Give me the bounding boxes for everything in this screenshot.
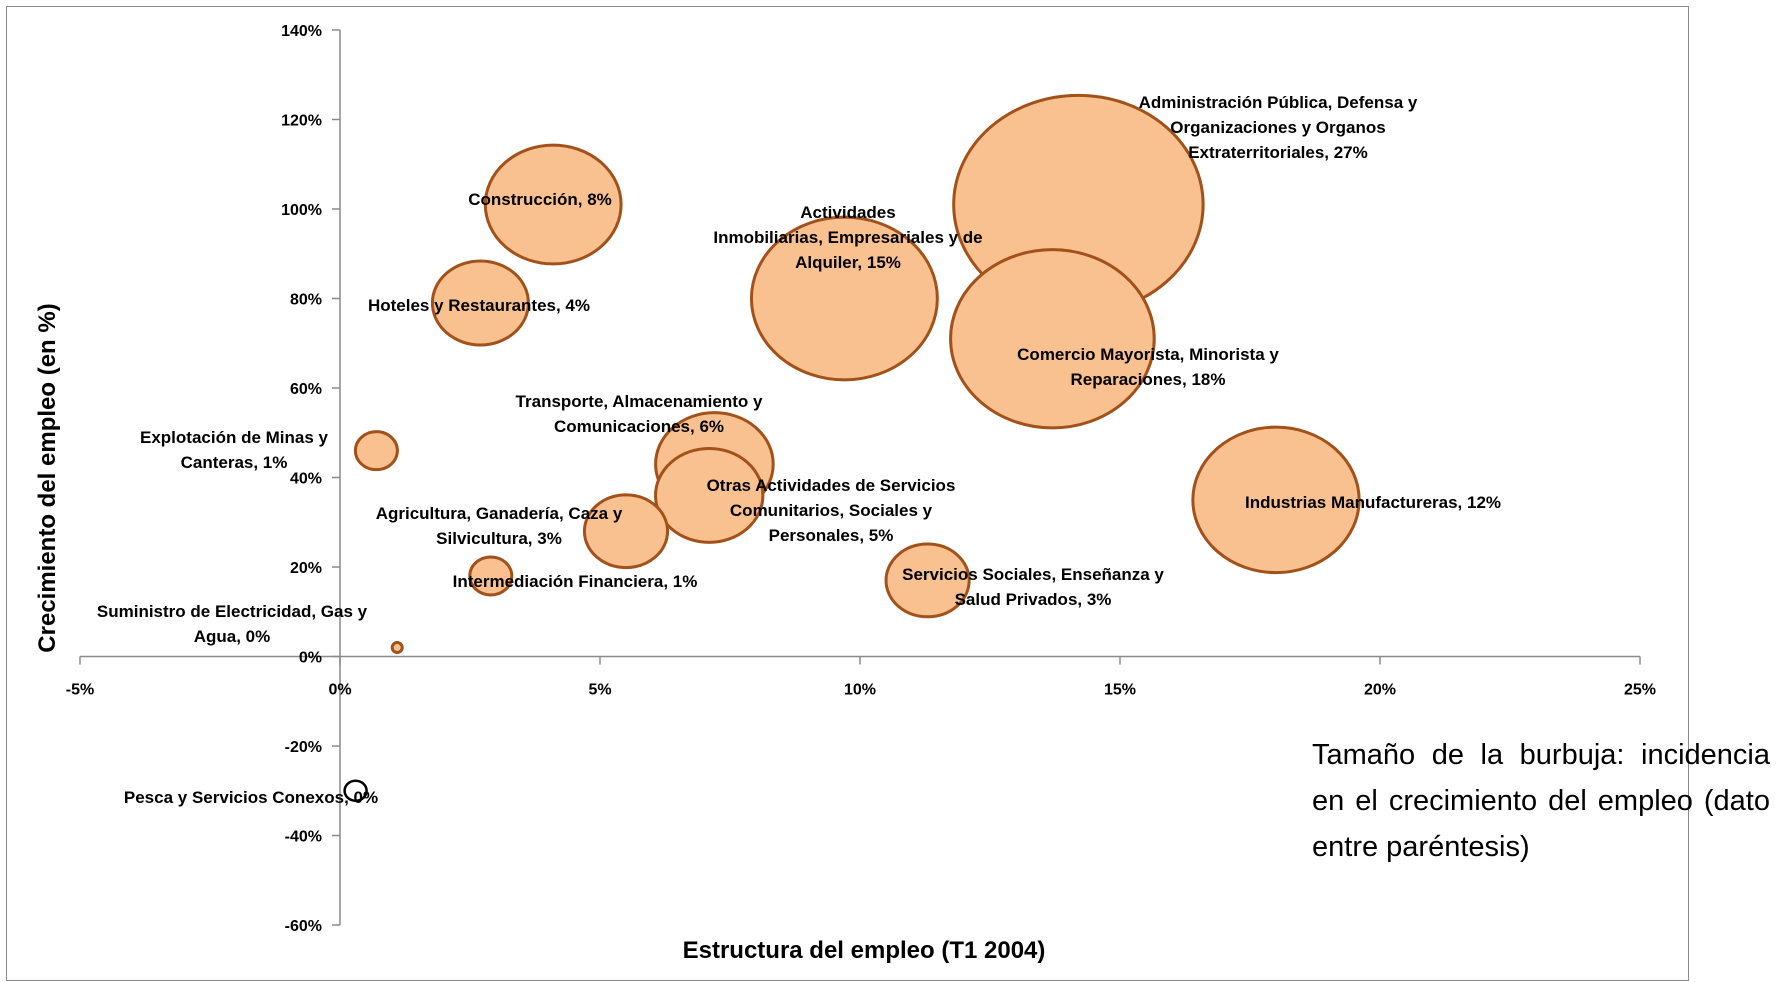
axes: 140% 120% 100% 80% 60% 40% 20% 0% -20% -40% -60% -5… [66, 23, 1656, 935]
bubble-label: Construcción, 8% [468, 190, 612, 209]
x-tick-label: 10% [844, 682, 876, 699]
bubble [582, 493, 670, 570]
y-tick-label: 120% [281, 113, 322, 130]
x-tick-label: 20% [1364, 682, 1396, 699]
x-axis-title: Estructura del empleo (T1 2004) [683, 937, 1046, 964]
bubble [468, 555, 514, 597]
bubble-label: Intermediación Financiera, 1% [453, 572, 698, 591]
bubble-label: Transporte, Almacenamiento y Comunicacion… [516, 392, 763, 436]
bubble-labels: Administración Pública, Defensa y Organiz… [97, 93, 1501, 807]
bubble-label: Actividades Inmobiliarias, Empresariales … [713, 203, 982, 272]
bubble [884, 542, 971, 619]
bubble [343, 779, 368, 802]
bubbles [343, 93, 1361, 802]
y-tick-label: 140% [281, 23, 322, 40]
bubble-label: Otras Actividades de Servicios Comunitari… [707, 476, 956, 545]
x-tick-label: 5% [588, 682, 611, 699]
x-tick-label: 25% [1624, 682, 1656, 699]
bubble-label: Agricultura, Ganadería, Caza y Silvicultu… [376, 504, 623, 548]
x-tick-label: 0% [328, 682, 351, 699]
bubble-label: Explotación de Minas y Canteras, 1% [140, 428, 329, 472]
bubble [749, 215, 939, 382]
bubble-label: Administración Pública, Defensa y Organiz… [1139, 93, 1418, 162]
y-tick-label: -20% [285, 739, 322, 756]
bubble-label: Hoteles y Restaurantes, 4% [368, 296, 590, 315]
bubble [654, 446, 765, 544]
bubble [483, 143, 623, 266]
chart-frame [6, 6, 1689, 981]
x-tick-label: -5% [66, 682, 94, 699]
y-tick-label: -60% [285, 918, 322, 935]
bubble-label: Comercio Mayorista, Minorista y Reparacio… [1017, 345, 1279, 389]
bubble [390, 641, 404, 655]
bubble-label: Pesca y Servicios Conexos, 0% [124, 788, 378, 807]
bubble-label: Servicios Sociales, Enseñanza y Salud Pri… [902, 565, 1164, 609]
y-axis-title: Crecimiento del empleo (en %) [34, 303, 61, 652]
bubble-label: Suministro de Electricidad, Gas y Agua, 0… [97, 602, 368, 646]
y-tick-label: 0% [299, 650, 322, 667]
y-tick-label: -40% [285, 829, 322, 846]
y-tick-label: 60% [290, 381, 322, 398]
y-tick-label: 100% [281, 202, 322, 219]
bubble-size-note: Tamaño de la burbuja: incidencia en el c… [1312, 739, 1770, 863]
bubble [353, 430, 399, 472]
x-tick-label: 15% [1104, 682, 1136, 699]
bubble [430, 259, 530, 347]
y-tick-label: 20% [290, 560, 322, 577]
bubble [1191, 425, 1361, 575]
bubble [949, 248, 1156, 430]
y-tick-label: 80% [290, 292, 322, 309]
bubble-label: Industrias Manufactureras, 12% [1245, 493, 1501, 512]
y-tick-label: 40% [290, 471, 322, 488]
